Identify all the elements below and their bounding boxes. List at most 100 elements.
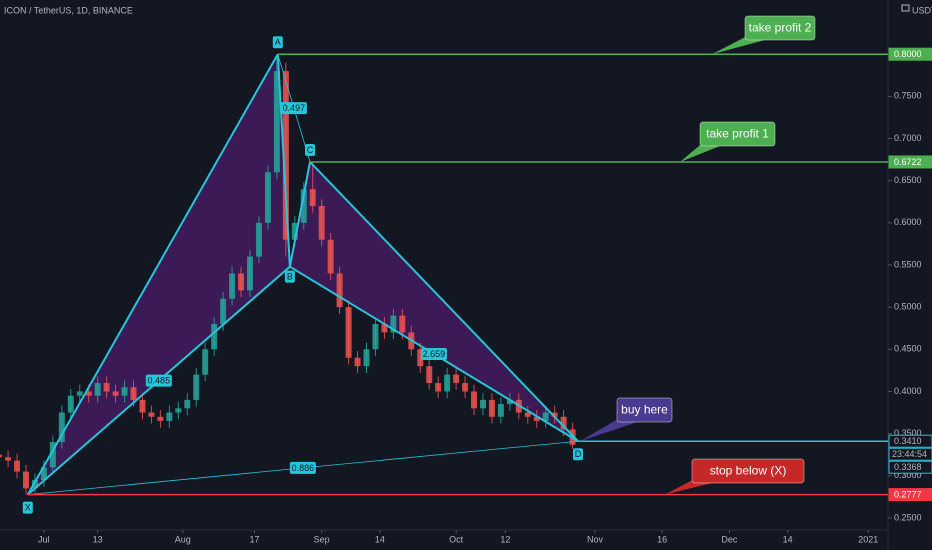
ratio-label: 0.886 xyxy=(292,463,315,473)
point-box xyxy=(272,36,283,49)
candle-body xyxy=(479,399,486,409)
candle-body xyxy=(560,416,567,430)
ratio-box xyxy=(280,102,307,115)
candle-body xyxy=(112,391,119,396)
candle-body xyxy=(238,273,245,291)
callout-text: buy here xyxy=(621,403,668,417)
x-tick-label: Dec xyxy=(721,534,738,544)
candle-body xyxy=(327,239,334,274)
callout-pointer xyxy=(580,416,637,442)
candle-body xyxy=(381,324,388,333)
x-tick-label: 16 xyxy=(657,534,667,544)
candle-body xyxy=(193,374,200,400)
candle-body xyxy=(49,442,56,468)
price-tag-label: 0.6722 xyxy=(894,157,922,167)
point-box xyxy=(22,501,33,514)
pattern-fill xyxy=(27,54,290,495)
candle-body xyxy=(31,480,38,489)
pattern-leg xyxy=(288,161,312,267)
candle-body xyxy=(103,383,110,392)
y-tick-label: 0.7000 xyxy=(894,133,922,143)
price-tag xyxy=(888,155,932,169)
x-tick-label: Aug xyxy=(175,534,191,544)
point-box xyxy=(284,270,295,283)
candle-body xyxy=(0,454,3,458)
ratio-label: 0.497 xyxy=(283,103,306,113)
candle-body xyxy=(220,298,227,325)
point-label: B xyxy=(287,272,293,282)
ratio-label: 0.485 xyxy=(148,376,171,386)
callout-text: take profit 1 xyxy=(706,127,769,141)
candle-body xyxy=(453,374,460,384)
x-tick-label: Jul xyxy=(38,534,50,544)
candle-body xyxy=(184,399,191,409)
y-tick-label: 0.4000 xyxy=(894,386,922,396)
candle-body xyxy=(291,222,298,240)
candle-body xyxy=(94,383,101,396)
point-label: A xyxy=(275,37,281,47)
candle-body xyxy=(363,349,370,367)
point-label: D xyxy=(575,449,582,459)
ratio-box xyxy=(145,374,172,387)
x-tick-label: Oct xyxy=(449,534,464,544)
candle-body xyxy=(497,404,504,417)
callout-box xyxy=(744,15,816,41)
candle-body xyxy=(435,383,442,392)
candle-body xyxy=(390,315,397,333)
candle-body xyxy=(300,189,307,223)
candle-body xyxy=(462,383,469,392)
currency: USDT xyxy=(912,5,932,15)
candle-body xyxy=(444,374,451,392)
x-tick-label: 12 xyxy=(500,534,510,544)
candle-body xyxy=(85,391,92,396)
candle-body xyxy=(255,222,262,257)
candle-body xyxy=(202,349,209,375)
x-tick-label: Nov xyxy=(587,534,604,544)
candle-body xyxy=(542,412,549,421)
price-tag xyxy=(888,488,932,502)
price-tag xyxy=(888,47,932,61)
price-tag-label: 0.8000 xyxy=(894,49,922,59)
ratio-label: 2.659 xyxy=(423,349,446,359)
candle-body xyxy=(22,471,29,489)
point-box xyxy=(572,448,583,461)
candle-body xyxy=(533,416,540,421)
candle-body xyxy=(318,205,325,240)
candle-body xyxy=(121,387,128,396)
chart-title: ICON / TetherUS, 1D, BINANCE xyxy=(4,5,133,15)
x-tick-label: 13 xyxy=(93,534,103,544)
point-label: C xyxy=(307,145,314,155)
price-tag-label: 0.3410 xyxy=(894,436,922,446)
x-tick-label: 2021 xyxy=(858,534,878,544)
countdown-tag xyxy=(888,447,932,461)
candle-body xyxy=(130,387,137,400)
candle-body xyxy=(139,399,146,413)
y-tick-label: 0.6000 xyxy=(894,217,922,227)
y-tick-label: 0.5500 xyxy=(894,259,922,269)
x-tick-label: Sep xyxy=(314,534,330,544)
candle-body xyxy=(157,416,164,421)
y-tick-label: 0.7500 xyxy=(894,91,922,101)
candle-body xyxy=(264,172,271,223)
candle-body xyxy=(345,307,352,358)
candle-body xyxy=(488,399,495,417)
y-tick-label: 0.4500 xyxy=(894,344,922,354)
y-tick-label: 0.6500 xyxy=(894,175,922,185)
lock-icon xyxy=(901,4,910,12)
candle-body xyxy=(148,412,155,417)
candle-body xyxy=(426,366,433,384)
pattern-leg xyxy=(276,54,291,267)
y-tick-label: 0.2500 xyxy=(894,512,922,522)
candle-body xyxy=(166,412,173,421)
candle-body xyxy=(282,71,289,240)
point-label: X xyxy=(25,502,31,512)
candle-body xyxy=(175,408,182,413)
callout-text: stop below (X) xyxy=(710,464,787,478)
current-price-tag xyxy=(888,460,932,474)
candle-body xyxy=(417,349,424,367)
price-tag xyxy=(888,434,932,448)
callout-box xyxy=(616,397,673,423)
candle-body xyxy=(76,391,83,396)
countdown: 23:44:54 xyxy=(892,449,927,459)
